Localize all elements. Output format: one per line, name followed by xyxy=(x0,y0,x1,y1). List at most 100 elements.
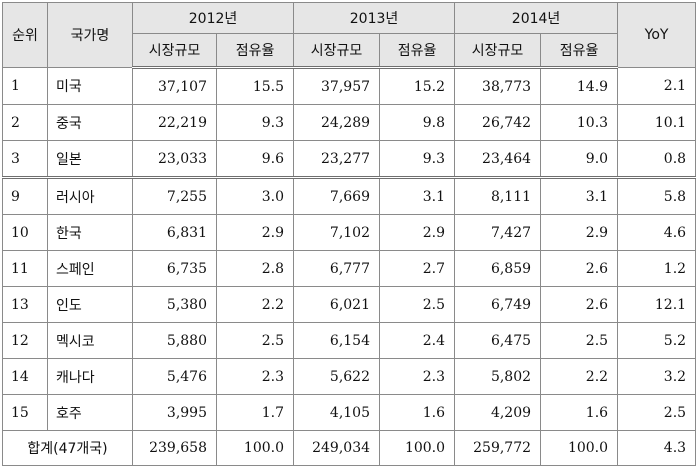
header-row-metrics: 시장규모 점유율 시장규모 점유율 시장규모 점유율 xyxy=(3,33,696,69)
share-2012-cell: 2.9 xyxy=(215,214,295,251)
header-year-2012: 2012년 xyxy=(131,2,295,34)
yoy-cell: 5.8 xyxy=(617,176,697,215)
market-size-2013-cell: 6,021 xyxy=(293,286,381,323)
market-size-2014-cell: 7,427 xyxy=(454,214,542,251)
market-size-2014-cell: 8,111 xyxy=(454,176,542,215)
share-2013-cell: 3.1 xyxy=(379,176,456,215)
country-cell: 한국 xyxy=(47,214,133,251)
header-row-years: 순위 국가명 2012년 2013년 2014년 YoY xyxy=(2,2,697,68)
market-size-2014-cell: 23,464 xyxy=(454,140,542,178)
market-size-2012-cell: 6,831 xyxy=(132,214,217,251)
country-cell: 러시아 xyxy=(47,176,133,215)
header-share: 점유율 xyxy=(379,33,456,69)
total-2014-market-size: 259,772 xyxy=(454,430,542,466)
rank-cell: 1 xyxy=(2,67,48,105)
market-size-2013-cell: 6,154 xyxy=(293,322,381,359)
share-2014-cell: 2.6 xyxy=(540,286,619,323)
market-size-2014-cell: 6,475 xyxy=(454,322,542,359)
share-2012-cell: 9.3 xyxy=(215,104,295,141)
yoy-cell: 5.2 xyxy=(617,322,697,359)
table-row: 13 인도 5,380 2.2 6,021 2.5 6,749 2.6 12.1 xyxy=(2,286,697,323)
total-2012-share: 100.0 xyxy=(215,430,295,466)
share-2014-cell: 2.2 xyxy=(540,358,619,395)
share-2012-cell: 2.2 xyxy=(215,286,295,323)
share-2012-cell: 2.3 xyxy=(215,358,295,395)
market-size-2012-cell: 3,995 xyxy=(132,394,217,431)
share-2014-cell: 3.1 xyxy=(540,176,619,215)
yoy-cell: 2.5 xyxy=(617,394,697,431)
rank-cell: 2 xyxy=(2,104,48,141)
share-2013-cell: 1.6 xyxy=(379,394,456,431)
rank-cell: 3 xyxy=(2,140,48,178)
share-2012-cell: 1.7 xyxy=(215,394,295,431)
header-year-2013: 2013년 xyxy=(293,2,456,34)
share-2013-cell: 2.7 xyxy=(379,250,456,287)
header-market-size: 시장규모 xyxy=(132,33,217,69)
table-row: 3 일본 23,033 9.6 23,277 9.3 23,464 9.0 0.8 xyxy=(2,140,697,178)
share-2012-cell: 2.8 xyxy=(215,250,295,287)
country-cell: 멕시코 xyxy=(47,322,133,359)
rank-cell: 13 xyxy=(2,286,48,323)
rank-cell: 11 xyxy=(2,250,48,287)
market-size-2012-cell: 5,880 xyxy=(132,322,217,359)
yoy-cell: 10.1 xyxy=(617,104,697,141)
country-cell: 인도 xyxy=(47,286,133,323)
table-row: 2 중국 22,219 9.3 24,289 9.8 26,742 10.3 10.1 xyxy=(2,104,697,141)
share-2013-cell: 9.8 xyxy=(379,104,456,141)
market-size-2013-cell: 23,277 xyxy=(293,140,381,178)
market-size-2013-cell: 7,669 xyxy=(293,176,381,215)
market-size-2012-cell: 6,735 xyxy=(132,250,217,287)
market-size-2012-cell: 5,380 xyxy=(132,286,217,323)
share-2012-cell: 15.5 xyxy=(215,67,295,105)
share-2013-cell: 2.4 xyxy=(379,322,456,359)
market-size-2012-cell: 7,255 xyxy=(132,176,217,215)
market-size-2013-cell: 24,289 xyxy=(293,104,381,141)
country-cell: 중국 xyxy=(47,104,133,141)
total-2013-market-size: 249,034 xyxy=(293,430,381,466)
share-2014-cell: 2.9 xyxy=(540,214,619,251)
yoy-cell: 2.1 xyxy=(617,67,697,105)
rank-cell: 14 xyxy=(2,358,48,395)
header-year-2014: 2014년 xyxy=(454,2,619,34)
table-row: 12 멕시코 5,880 2.5 6,154 2.4 6,475 2.5 5.2 xyxy=(2,322,697,359)
header-share: 점유율 xyxy=(215,33,295,69)
market-size-2014-cell: 6,749 xyxy=(454,286,542,323)
country-cell: 일본 xyxy=(47,140,133,178)
yoy-cell: 3.2 xyxy=(617,358,697,395)
market-size-2012-cell: 5,476 xyxy=(132,358,217,395)
share-2012-cell: 3.0 xyxy=(215,176,295,215)
table-row: 1 미국 37,107 15.5 37,957 15.2 38,773 14.9 2.1 xyxy=(2,67,697,105)
rank-cell: 10 xyxy=(2,214,48,251)
rank-cell: 9 xyxy=(2,176,48,215)
market-size-2014-cell: 4,209 xyxy=(454,394,542,431)
share-2013-cell: 9.3 xyxy=(379,140,456,178)
header-market-size: 시장규모 xyxy=(293,33,381,69)
yoy-cell: 0.8 xyxy=(617,140,697,178)
market-size-2014-cell: 38,773 xyxy=(454,67,542,105)
country-cell: 미국 xyxy=(47,67,133,105)
market-size-2014-cell: 6,859 xyxy=(454,250,542,287)
share-2013-cell: 15.2 xyxy=(379,67,456,105)
share-2012-cell: 9.6 xyxy=(215,140,295,178)
market-size-2014-cell: 26,742 xyxy=(454,104,542,141)
total-2013-share: 100.0 xyxy=(379,430,456,466)
share-2014-cell: 1.6 xyxy=(540,394,619,431)
yoy-cell: 1.2 xyxy=(617,250,697,287)
header-country: 국가명 xyxy=(47,2,133,68)
share-2014-cell: 2.6 xyxy=(540,250,619,287)
table-row: 14 캐나다 5,476 2.3 5,622 2.3 5,802 2.2 3.2 xyxy=(2,358,697,395)
share-2013-cell: 2.9 xyxy=(379,214,456,251)
header-yoy: YoY xyxy=(617,2,697,68)
share-2013-cell: 2.5 xyxy=(379,286,456,323)
country-cell: 스페인 xyxy=(47,250,133,287)
yoy-cell: 12.1 xyxy=(617,286,697,323)
header-share: 점유율 xyxy=(540,33,619,69)
share-2013-cell: 2.3 xyxy=(379,358,456,395)
market-size-2012-cell: 37,107 xyxy=(132,67,217,105)
country-cell: 호주 xyxy=(47,394,133,431)
market-size-2014-cell: 5,802 xyxy=(454,358,542,395)
market-size-2013-cell: 7,102 xyxy=(293,214,381,251)
total-row: 합계(47개국) 239,658 100.0 249,034 100.0 259… xyxy=(2,430,697,466)
country-cell: 캐나다 xyxy=(47,358,133,395)
market-size-2012-cell: 23,033 xyxy=(132,140,217,178)
